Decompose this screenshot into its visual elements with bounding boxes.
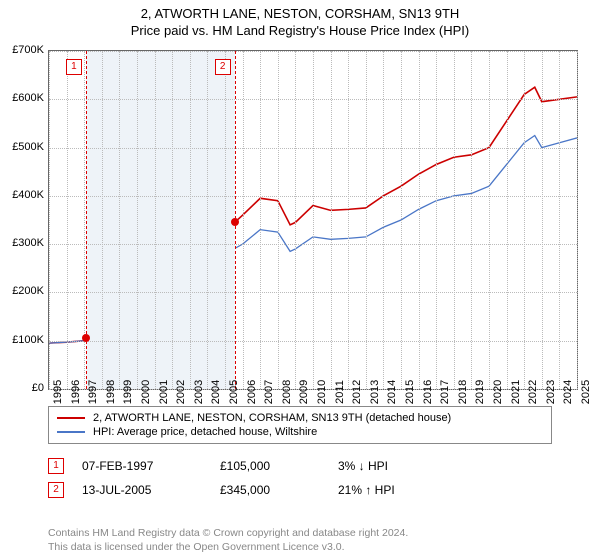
chart-plot-area: 12 <box>48 50 578 390</box>
x-tick-label: 2003 <box>193 380 205 404</box>
x-tick-label: 2020 <box>492 380 504 404</box>
x-tick-label: 2000 <box>140 380 152 404</box>
sale-row: 2 13-JUL-2005 £345,000 21% ↑ HPI <box>48 478 552 502</box>
x-tick-label: 2024 <box>562 380 574 404</box>
x-tick-label: 2025 <box>580 380 592 404</box>
x-tick-label: 2002 <box>175 380 187 404</box>
legend-label: HPI: Average price, detached house, Wilt… <box>93 426 317 438</box>
x-tick-label: 2018 <box>457 380 469 404</box>
legend-box: 2, ATWORTH LANE, NESTON, CORSHAM, SN13 9… <box>48 406 552 444</box>
sale-dot <box>231 218 239 226</box>
x-tick-label: 2007 <box>263 380 275 404</box>
x-tick-label: 2011 <box>334 380 346 404</box>
x-tick-label: 1996 <box>70 380 82 404</box>
sales-table: 1 07-FEB-1997 £105,000 3% ↓ HPI 2 13-JUL-2005… <box>48 454 552 502</box>
x-tick-label: 2014 <box>386 380 398 404</box>
sale-marker-box: 1 <box>66 59 82 75</box>
y-tick-label: £700K <box>12 44 44 56</box>
sale-dot <box>82 334 90 342</box>
y-tick-label: £200K <box>12 285 44 297</box>
x-tick-label: 2016 <box>422 380 434 404</box>
x-tick-label: 2005 <box>228 380 240 404</box>
x-tick-label: 2022 <box>527 380 539 404</box>
x-tick-label: 2010 <box>316 380 328 404</box>
legend-row: HPI: Average price, detached house, Wilt… <box>57 425 543 439</box>
y-tick-label: £400K <box>12 189 44 201</box>
sale-date: 13-JUL-2005 <box>82 483 202 497</box>
x-tick-label: 2012 <box>351 380 363 404</box>
x-tick-label: 1997 <box>87 380 99 404</box>
x-tick-label: 1995 <box>52 380 64 404</box>
chart-title-address: 2, ATWORTH LANE, NESTON, CORSHAM, SN13 9… <box>0 6 600 21</box>
footer-attribution: Contains HM Land Registry data © Crown c… <box>48 526 408 554</box>
x-tick-label: 2021 <box>510 380 522 404</box>
x-tick-label: 2019 <box>474 380 486 404</box>
sale-delta: 3% ↓ HPI <box>338 459 388 473</box>
chart-subtitle: Price paid vs. HM Land Registry's House … <box>0 23 600 38</box>
x-tick-label: 1998 <box>105 380 117 404</box>
x-tick-label: 2009 <box>298 380 310 404</box>
x-tick-label: 2017 <box>439 380 451 404</box>
sale-price: £345,000 <box>220 483 320 497</box>
legend-swatch <box>57 431 85 433</box>
sale-index-box: 2 <box>48 482 64 498</box>
x-tick-label: 2004 <box>210 380 222 404</box>
sale-delta: 21% ↑ HPI <box>338 483 395 497</box>
legend-label: 2, ATWORTH LANE, NESTON, CORSHAM, SN13 9… <box>93 412 451 424</box>
y-tick-label: £0 <box>32 382 44 394</box>
sale-row: 1 07-FEB-1997 £105,000 3% ↓ HPI <box>48 454 552 478</box>
y-tick-label: £100K <box>12 334 44 346</box>
x-tick-label: 2006 <box>246 380 258 404</box>
x-tick-label: 1999 <box>122 380 134 404</box>
footer-line-1: Contains HM Land Registry data © Crown c… <box>48 526 408 540</box>
x-tick-label: 2015 <box>404 380 416 404</box>
sale-price: £105,000 <box>220 459 320 473</box>
sale-date: 07-FEB-1997 <box>82 459 202 473</box>
sale-index-box: 1 <box>48 458 64 474</box>
footer-line-2: This data is licensed under the Open Gov… <box>48 540 408 554</box>
x-tick-label: 2013 <box>369 380 381 404</box>
x-tick-label: 2023 <box>545 380 557 404</box>
y-tick-label: £500K <box>12 141 44 153</box>
sale-marker-box: 2 <box>215 59 231 75</box>
legend-swatch <box>57 417 85 419</box>
y-tick-label: £300K <box>12 237 44 249</box>
legend-row: 2, ATWORTH LANE, NESTON, CORSHAM, SN13 9… <box>57 411 543 425</box>
x-tick-label: 2008 <box>281 380 293 404</box>
y-tick-label: £600K <box>12 92 44 104</box>
x-tick-label: 2001 <box>158 380 170 404</box>
legend: 2, ATWORTH LANE, NESTON, CORSHAM, SN13 9… <box>48 406 552 502</box>
